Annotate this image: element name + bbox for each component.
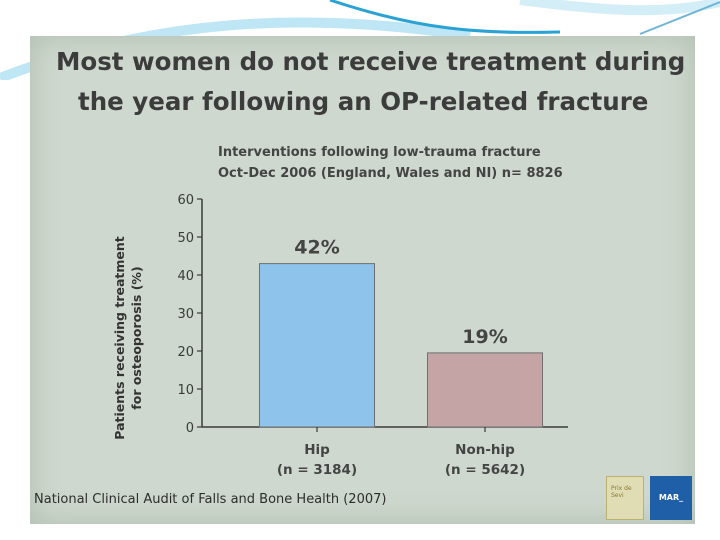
- x-tick-sample-size: (n = 5642): [445, 462, 525, 478]
- y-tick-label: 20: [177, 345, 194, 360]
- brand-logo: MAR_: [650, 476, 692, 520]
- x-tick-label: Hip: [304, 442, 330, 458]
- bar-value-label: 19%: [462, 326, 507, 348]
- slide-title-line2: the year following an OP-related fractur…: [78, 87, 649, 116]
- y-tick-label: 60: [177, 193, 194, 208]
- partner-logo: Prix de Sevi: [606, 476, 644, 520]
- chart-title: Interventions following low-trauma fract…: [218, 145, 541, 160]
- y-tick-label: 30: [177, 307, 194, 322]
- y-tick-label: 0: [186, 421, 194, 436]
- x-tick-label: Non-hip: [455, 442, 515, 458]
- bar-non-hip: [427, 352, 543, 428]
- bar-chart: 0 10 20 30 40 50 60 42% Hip (n = 3184) 19% Non-hip (…: [177, 193, 568, 478]
- slide-title-line1: Most women do not receive treatment duri…: [56, 47, 686, 76]
- y-tick-label: 50: [177, 231, 194, 246]
- source-citation: National Clinical Audit of Falls and Bon…: [34, 492, 387, 507]
- bar-value-label: 42%: [294, 237, 339, 259]
- y-tick-label: 40: [177, 269, 194, 284]
- chart-subtitle: Oct-Dec 2006 (England, Wales and NI) n= …: [218, 166, 563, 181]
- x-tick-sample-size: (n = 3184): [277, 462, 357, 478]
- y-tick-label: 10: [177, 383, 194, 398]
- slide-panel: Most women do not receive treatment duri…: [30, 36, 695, 524]
- chart-subtitle-block: Interventions following low-trauma fract…: [218, 142, 563, 184]
- bar-hip: [259, 263, 375, 428]
- slide-title: Most women do not receive treatment duri…: [56, 42, 696, 122]
